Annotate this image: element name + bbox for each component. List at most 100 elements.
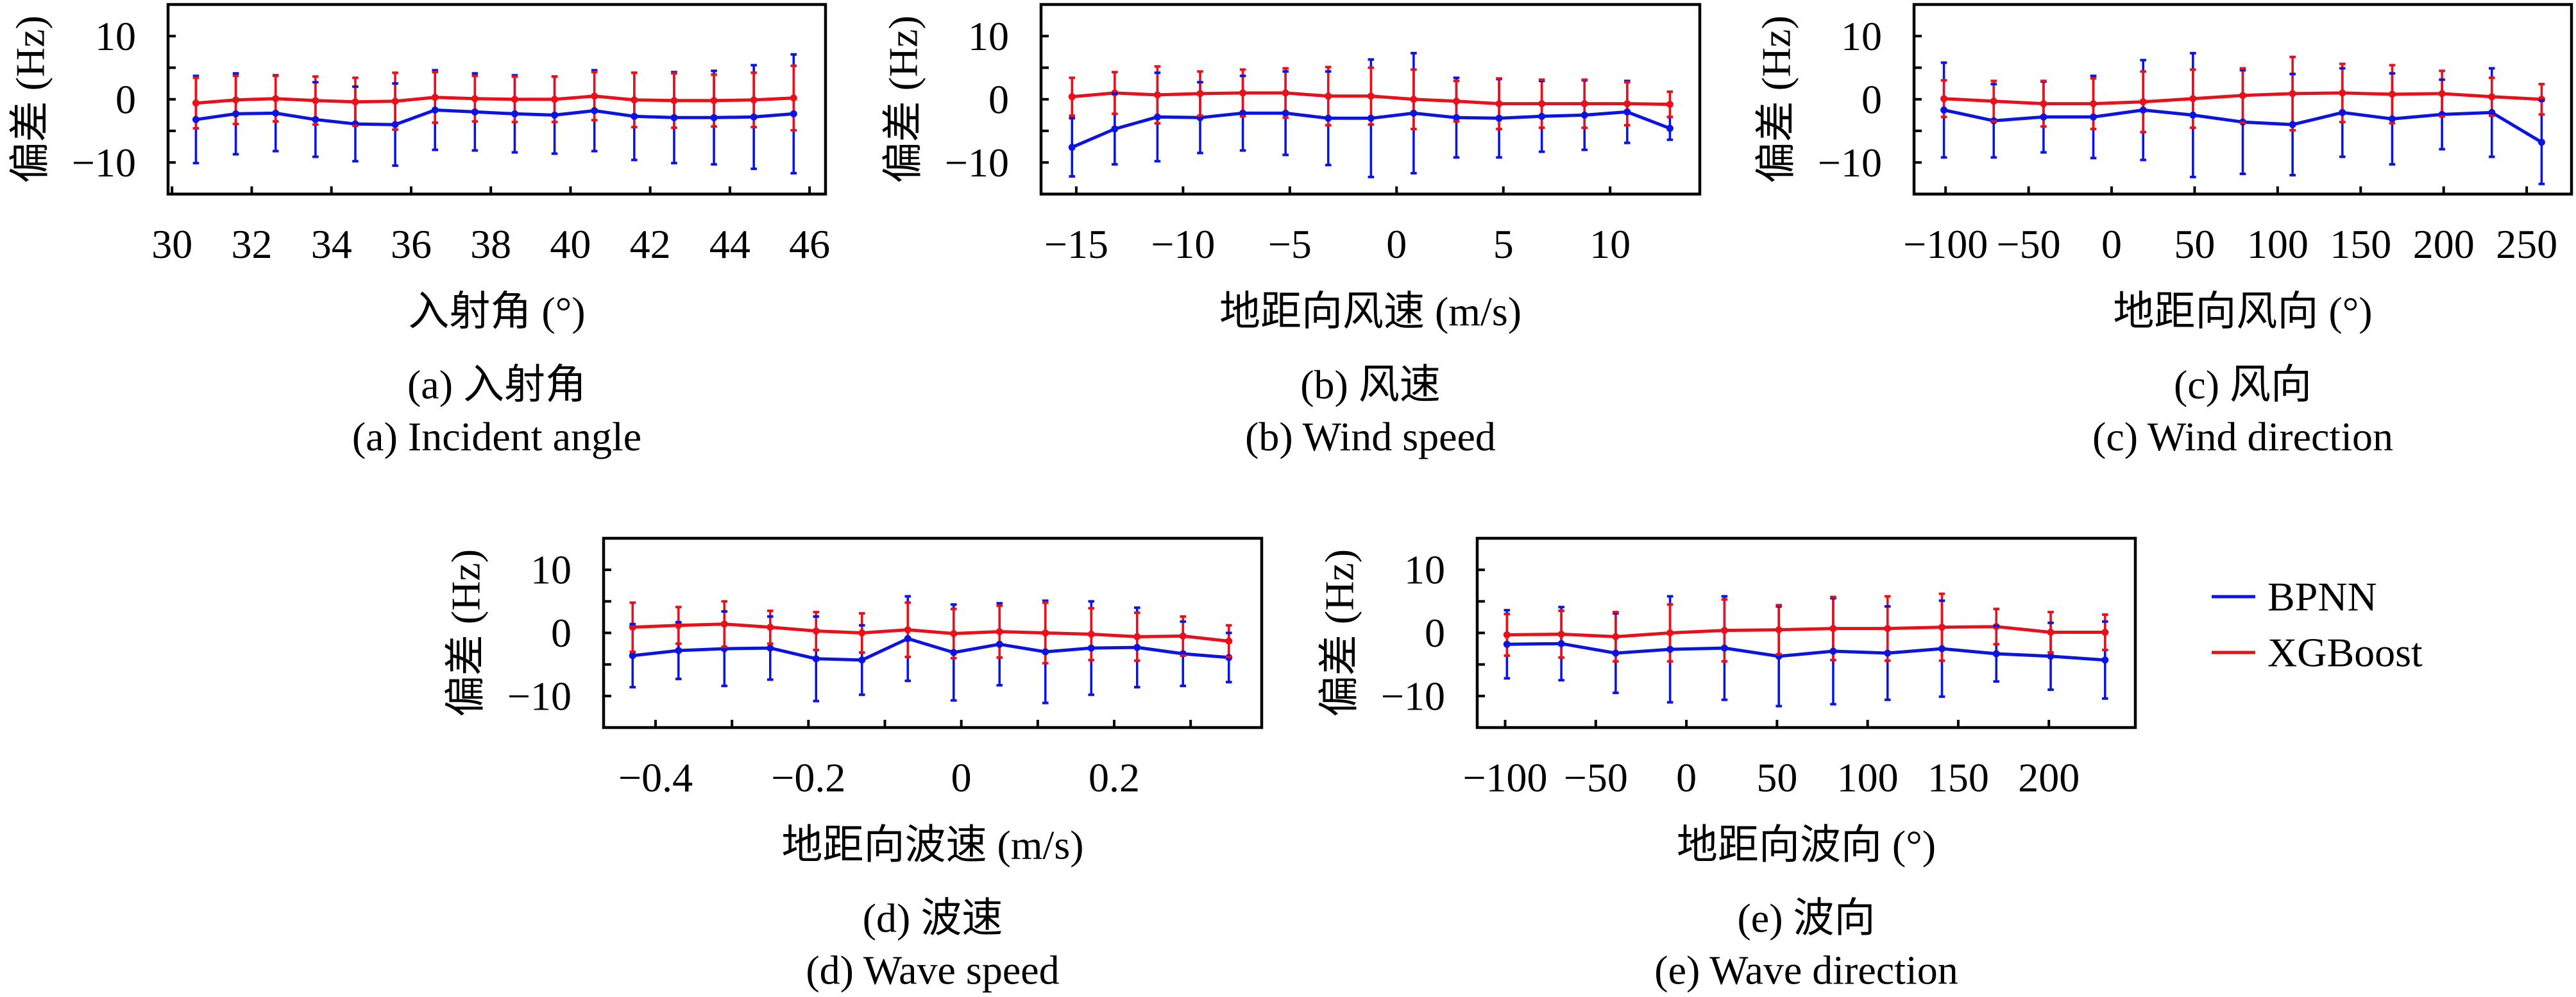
data-point-xgboost	[767, 624, 774, 631]
data-point-bpnn	[1282, 109, 1289, 117]
data-point-bpnn	[272, 109, 280, 117]
data-point-xgboost	[1580, 100, 1588, 108]
x-tick-label: −50	[1997, 221, 2061, 267]
data-point-xgboost	[2438, 90, 2446, 98]
data-point-bpnn	[1452, 114, 1460, 121]
data-point-xgboost	[1495, 100, 1503, 108]
data-point-xgboost	[2139, 98, 2147, 106]
y-tick-label: −10	[72, 140, 136, 185]
y-tick-label: −10	[945, 140, 1009, 185]
x-tick-label: 38	[470, 221, 511, 267]
x-tick-label: −5	[1268, 221, 1312, 267]
data-point-bpnn	[2538, 139, 2545, 146]
data-point-xgboost	[720, 620, 728, 628]
data-point-bpnn	[1410, 109, 1418, 117]
y-tick-label: 10	[530, 547, 572, 593]
data-point-xgboost	[2388, 90, 2396, 98]
data-point-xgboost	[352, 98, 359, 106]
y-axis-label: 偏差 (Hz)	[8, 15, 53, 183]
data-point-bpnn	[391, 121, 399, 128]
data-point-bpnn	[2189, 111, 2197, 119]
panel-b: −15 −10 −5 0 5 10 −10 0 10 偏差 (Hz) 地距向风速 (m/s) (b) …	[881, 3, 1702, 459]
x-tick-label: −10	[1151, 221, 1215, 267]
x-tick-label: 44	[709, 221, 750, 267]
data-point-xgboost	[790, 94, 797, 102]
data-point-xgboost	[1282, 89, 1289, 97]
panel-caption-en: (d) Wave speed	[806, 948, 1059, 993]
panel-caption-cn: (a) 入射角	[407, 362, 586, 407]
data-point-xgboost	[1042, 629, 1049, 636]
y-tick-label: −10	[1818, 140, 1882, 185]
data-point-bpnn	[1133, 643, 1141, 651]
data-point-bpnn	[670, 114, 678, 121]
data-point-bpnn	[1087, 644, 1095, 652]
legend-label-bpnn: BPNN	[2267, 574, 2377, 620]
data-point-bpnn	[904, 635, 911, 642]
data-point-bpnn	[790, 110, 797, 117]
data-point-bpnn	[2488, 108, 2496, 116]
data-point-bpnn	[675, 647, 682, 654]
x-tick-label: 150	[1928, 755, 1989, 801]
data-point-xgboost	[1452, 98, 1460, 105]
data-point-xgboost	[629, 624, 636, 631]
data-point-xgboost	[391, 98, 399, 105]
data-point-bpnn	[2139, 106, 2147, 114]
y-tick-label: 0	[1425, 610, 1445, 656]
y-tick-label: 10	[1841, 13, 1882, 59]
x-tick-label: 5	[1493, 221, 1514, 267]
legend-item-xgboost: XGBoost	[2212, 630, 2423, 676]
data-point-xgboost	[551, 96, 559, 103]
errorbar-caps-b	[1069, 51, 1674, 178]
data-point-xgboost	[1938, 624, 1946, 631]
series-line-bpnn	[196, 108, 794, 126]
x-tick-label: 0	[1676, 755, 1697, 801]
data-point-xgboost	[1153, 91, 1161, 99]
data-point-bpnn	[192, 115, 199, 123]
data-point-xgboost	[591, 92, 598, 100]
data-point-xgboost	[2339, 89, 2346, 97]
data-point-xgboost	[675, 622, 682, 629]
data-point-bpnn	[1940, 106, 1948, 114]
series-line-xgboost	[196, 94, 794, 105]
y-tick-label: −10	[1381, 673, 1445, 719]
x-tick-label: 50	[2174, 221, 2215, 267]
errorbar-caps-c	[1940, 51, 2545, 185]
x-tick-label: 30	[151, 221, 192, 267]
data-point-bpnn	[1666, 645, 1674, 653]
x-tick-label: 0	[951, 755, 972, 801]
data-point-xgboost	[812, 627, 820, 635]
series-e	[1503, 623, 2109, 664]
data-point-bpnn	[2388, 115, 2396, 123]
data-point-xgboost	[1367, 92, 1375, 100]
data-point-bpnn	[431, 106, 439, 114]
data-point-xgboost	[1940, 95, 1948, 103]
data-point-bpnn	[1068, 144, 1076, 151]
data-point-bpnn	[631, 112, 638, 120]
series-line-xgboost	[1507, 625, 2105, 638]
data-point-bpnn	[1720, 644, 1728, 652]
data-point-bpnn	[551, 111, 559, 119]
panel-d: −0.4 −0.2 0 0.2 −10 0 10 偏差 (Hz) 地距向波速 (m/s) (d) …	[443, 536, 1264, 993]
data-point-xgboost	[1538, 100, 1546, 108]
data-point-bpnn	[2101, 656, 2109, 664]
data-point-bpnn	[996, 640, 1003, 648]
data-point-bpnn	[629, 652, 636, 660]
x-axis-label: 地距向风向 (°)	[2113, 289, 2372, 334]
data-point-bpnn	[1325, 114, 1332, 122]
data-point-bpnn	[1042, 648, 1049, 656]
y-tick-label: 10	[968, 13, 1009, 59]
data-point-xgboost	[1666, 101, 1674, 108]
data-point-xgboost	[1612, 633, 1620, 640]
x-tick-label: 36	[391, 221, 432, 267]
data-point-xgboost	[272, 95, 280, 103]
x-tick-label: 100	[1837, 755, 1899, 801]
x-tick-label: −50	[1564, 755, 1628, 801]
x-tick-label: −0.2	[771, 755, 845, 801]
series-a	[192, 92, 797, 128]
data-point-bpnn	[858, 656, 866, 664]
data-point-bpnn	[1111, 125, 1119, 133]
plot-frame	[1475, 536, 2137, 729]
y-tick-label: 0	[115, 76, 136, 122]
